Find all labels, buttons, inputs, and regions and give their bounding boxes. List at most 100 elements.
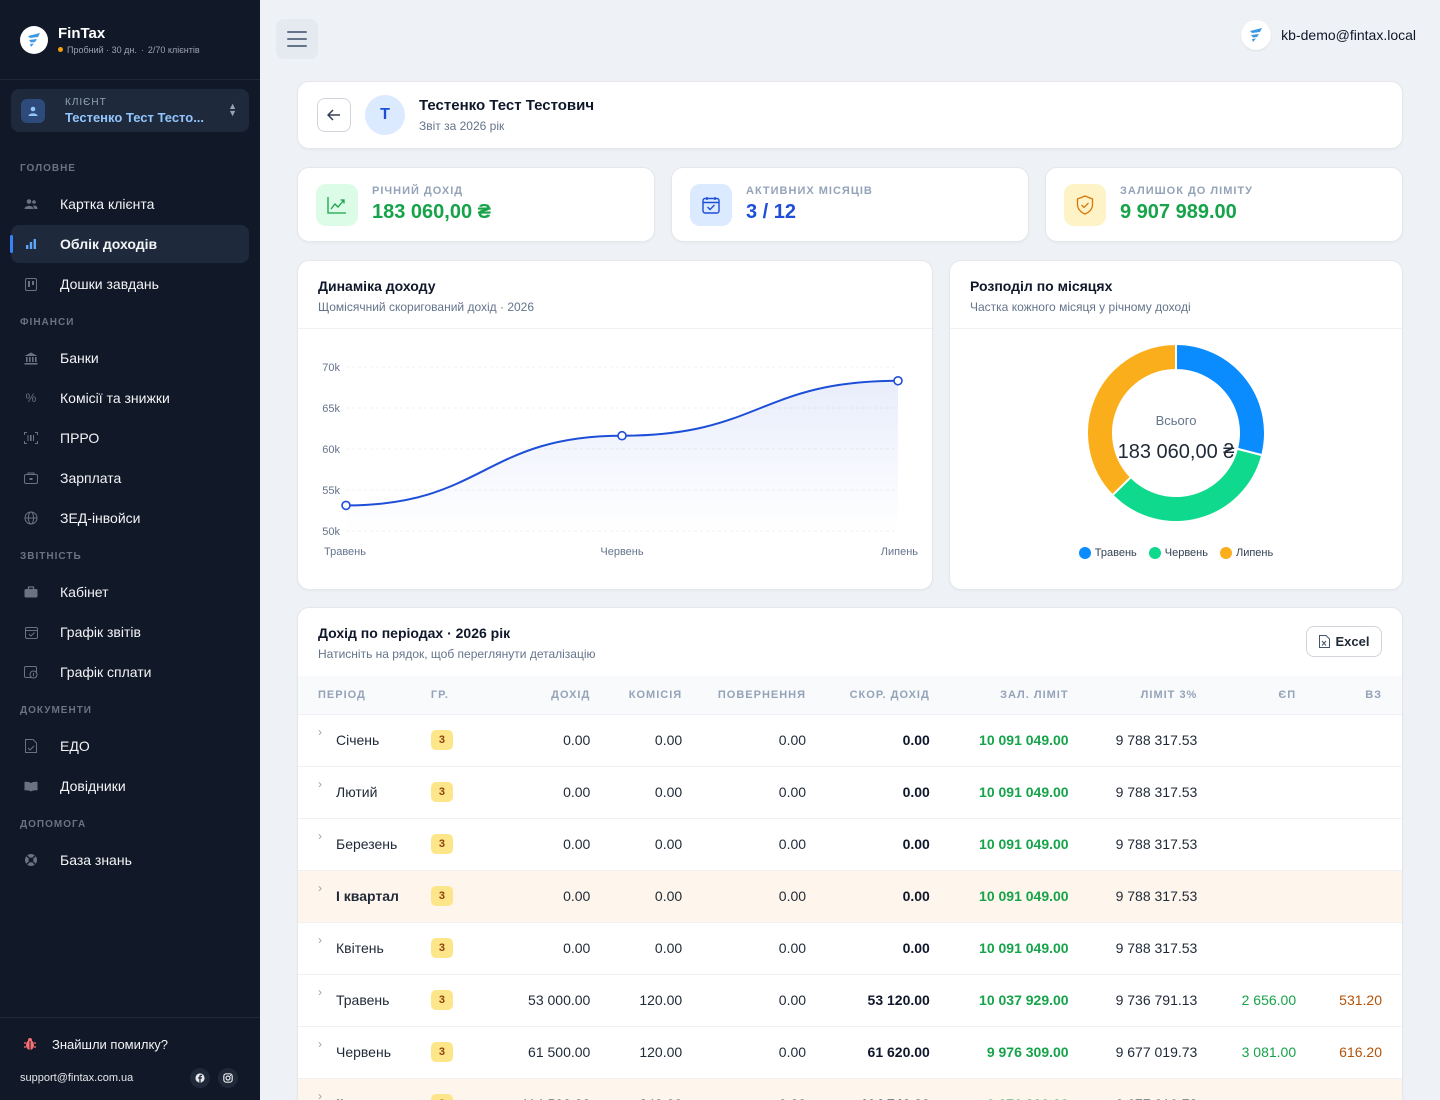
sidebar-item-label: Зарплата — [60, 470, 122, 486]
sidebar-item-income[interactable]: Облік доходів — [10, 225, 249, 263]
income-cell: 114 500.00 — [490, 1077, 611, 1100]
limit3-cell: 9 788 317.53 — [1088, 713, 1218, 766]
table-row[interactable]: › Січень 3 0.00 0.00 0.00 0.00 10 091 049.00 9 7… — [298, 713, 1402, 766]
sidebar-item-payment-schedule[interactable]: Графік сплати — [11, 653, 249, 691]
legend-item[interactable]: Липень — [1219, 547, 1274, 559]
nav-section-main: ГОЛОВНЕ — [20, 163, 76, 174]
table-row[interactable]: › Червень 3 61 500.00 120.00 0.00 61 620.00 9 9… — [298, 1025, 1402, 1078]
calendar-icon — [23, 624, 39, 640]
menu-toggle-button[interactable] — [276, 19, 318, 59]
sidebar-item-directories[interactable]: Довідники — [11, 767, 249, 805]
sidebar-item-tasks[interactable]: Дошки завдань — [11, 265, 249, 303]
limit-left-cell: 10 091 049.00 — [949, 765, 1089, 818]
report-bug-label: Знайшли помилку? — [52, 1036, 169, 1052]
commission-cell: 0.00 — [610, 817, 703, 870]
table-row[interactable]: › Квітень 3 0.00 0.00 0.00 0.00 10 091 049.00 9 … — [298, 921, 1402, 974]
legend-swatch — [1219, 547, 1232, 559]
period-name: Квітень — [336, 940, 384, 956]
col-income-header: ДОХІД — [490, 676, 611, 714]
limit-left-cell: 10 091 049.00 — [949, 817, 1089, 870]
income-cell: 0.00 — [490, 713, 611, 766]
table-row-quarter[interactable]: ›ІІ квартал3114 500.00240.000.00114 740.… — [298, 1077, 1402, 1100]
user-menu[interactable]: kb-demo@fintax.local — [1241, 20, 1416, 50]
social-links — [190, 1068, 238, 1088]
period-name: Січень — [336, 732, 380, 748]
refund-cell: 0.00 — [702, 817, 827, 870]
period-name: Лютий — [336, 784, 378, 800]
legend-item[interactable]: Травень — [1078, 547, 1137, 559]
sidebar-item-prro[interactable]: ПРРО — [11, 419, 249, 457]
chevron-right-icon[interactable]: › — [318, 1088, 322, 1100]
legend-label: Липень — [1235, 547, 1274, 559]
sidebar-item-label: ЗЕД-інвойси — [60, 510, 141, 526]
calendar-money-icon — [23, 664, 39, 680]
stat-limit-remaining: ЗАЛИШОК ДО ЛІМІТУ 9 907 989.00 — [1045, 167, 1403, 242]
y-tick-label: 70k — [322, 362, 340, 374]
income-cell: 0.00 — [490, 921, 611, 974]
back-button[interactable] — [317, 98, 351, 132]
group-badge: 3 — [430, 990, 453, 1010]
sidebar-item-fees[interactable]: % Комісії та знижки — [11, 379, 249, 417]
chart-legend: Травень Червень Липень — [950, 547, 1402, 559]
sidebar-item-cabinet[interactable]: Кабінет — [11, 573, 249, 611]
stat-annual-income: РІЧНИЙ ДОХІД 183 060,00 ₴ — [297, 167, 655, 242]
legend-item[interactable]: Червень — [1148, 547, 1208, 559]
chevron-right-icon[interactable]: › — [318, 776, 322, 791]
refund-cell: 0.00 — [702, 713, 827, 766]
sidebar-item-label: Облік доходів — [60, 236, 158, 252]
period-cell: › Січень — [298, 713, 431, 766]
sidebar-item-label: Картка клієнта — [60, 196, 155, 212]
page-title: Тестенко Тест Тестович — [419, 97, 595, 114]
client-selector[interactable]: КЛІЄНТ Тестенко Тест Тесто... ▲ ▼ — [11, 89, 249, 132]
sidebar-item-client-card[interactable]: Картка клієнта — [11, 185, 249, 223]
vz-cell — [1316, 1077, 1402, 1100]
kanban-icon — [23, 276, 39, 292]
chevron-right-icon[interactable]: › — [318, 828, 322, 843]
table-row[interactable]: › Лютий 3 0.00 0.00 0.00 0.00 10 091 049.00 9 78… — [298, 765, 1402, 818]
income-cell: 0.00 — [490, 869, 611, 922]
page-subtitle: Звіт за 2026 рік — [419, 119, 505, 133]
document-sign-icon — [23, 738, 39, 754]
commission-cell: 0.00 — [610, 713, 703, 766]
stat-label: РІЧНИЙ ДОХІД — [372, 185, 464, 197]
briefcase-icon — [23, 584, 39, 600]
chevron-right-icon[interactable]: › — [318, 932, 322, 947]
stat-value: 3 / 12 — [746, 201, 797, 223]
report-bug-link[interactable]: Знайшли помилку? — [0, 1018, 260, 1052]
x-tick-label: Травень — [324, 546, 366, 558]
facebook-icon[interactable] — [190, 1068, 210, 1088]
group-cell: 3 — [430, 973, 491, 1026]
table-row[interactable]: › Травень 3 53 000.00 120.00 0.00 53 120.00 10 … — [298, 973, 1402, 1026]
bar-chart-icon — [23, 236, 39, 252]
sidebar-item-edo[interactable]: ЕДО — [11, 727, 249, 765]
sidebar-footer: Знайшли помилку? support@fintax.com.ua — [0, 1017, 260, 1100]
limit-left-cell: 9 976 309.00 — [949, 1077, 1089, 1100]
chevron-right-icon[interactable]: › — [318, 984, 322, 999]
table-row-quarter[interactable]: › І квартал 3 0.00 0.00 0.00 0.00 10 091 049.00… — [298, 869, 1402, 922]
avatar: Т — [365, 95, 405, 135]
table-row[interactable]: › Березень 3 0.00 0.00 0.00 0.00 10 091 049.00 9… — [298, 817, 1402, 870]
sidebar-item-report-schedule[interactable]: Графік звітів — [11, 613, 249, 651]
sidebar-item-salary[interactable]: Зарплата — [11, 459, 249, 497]
limit3-cell: 9 677 019.73 — [1088, 1077, 1218, 1100]
export-excel-label: Excel — [1335, 634, 1370, 649]
adjusted-cell: 0.00 — [826, 921, 950, 974]
ep-cell — [1217, 713, 1317, 766]
sidebar-item-knowledge[interactable]: База знань — [11, 841, 249, 879]
sidebar-item-banks[interactable]: Банки — [11, 339, 249, 377]
chevron-right-icon[interactable]: › — [318, 724, 322, 739]
ep-cell — [1217, 869, 1317, 922]
globe-icon — [23, 510, 39, 526]
support-email[interactable]: support@fintax.com.ua — [20, 1072, 134, 1084]
chevron-right-icon[interactable]: › — [318, 1036, 322, 1051]
ep-cell — [1217, 817, 1317, 870]
income-cell: 53 000.00 — [490, 973, 611, 1026]
adjusted-cell: 0.00 — [826, 869, 950, 922]
instagram-icon[interactable] — [218, 1068, 238, 1088]
sidebar-item-zed[interactable]: ЗЕД-інвойси — [11, 499, 249, 537]
export-excel-button[interactable]: Excel — [1306, 626, 1382, 657]
brand[interactable]: FinTax Пробний · 30 дн. · 2/70 клієнтів — [0, 0, 260, 80]
chevron-right-icon[interactable]: › — [318, 880, 322, 895]
client-name: Тестенко Тест Тесто... — [65, 109, 205, 125]
group-cell: 3 — [430, 921, 491, 974]
